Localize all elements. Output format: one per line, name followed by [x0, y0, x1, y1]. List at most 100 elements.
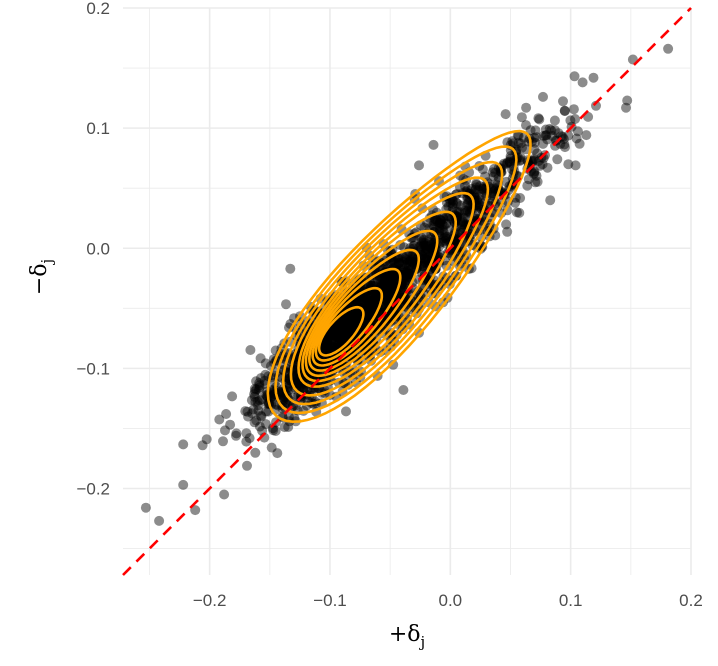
data-point — [540, 130, 551, 141]
data-point — [541, 130, 552, 141]
data-point — [347, 310, 358, 321]
data-point — [334, 334, 345, 345]
data-point — [346, 324, 357, 335]
data-point — [347, 316, 358, 326]
data-point — [339, 328, 350, 339]
data-point — [366, 306, 376, 317]
data-point — [420, 238, 430, 248]
data-point — [249, 389, 260, 400]
data-point — [466, 183, 477, 194]
data-point — [339, 323, 350, 334]
data-point — [371, 297, 382, 308]
data-point — [338, 333, 349, 344]
data-point — [419, 240, 429, 251]
data-point — [418, 258, 429, 269]
data-point — [344, 309, 355, 320]
data-point — [424, 234, 435, 245]
data-point — [369, 296, 380, 307]
data-point — [370, 297, 380, 308]
data-point — [329, 322, 340, 333]
data-point — [570, 114, 581, 124]
data-point — [399, 267, 410, 278]
data-point — [377, 307, 388, 318]
data-point — [440, 232, 451, 243]
data-point — [349, 312, 360, 323]
data-point — [357, 296, 368, 307]
data-point — [474, 194, 485, 205]
data-point — [350, 316, 361, 327]
data-point — [385, 275, 396, 286]
data-point — [290, 374, 301, 385]
data-point — [363, 295, 374, 306]
data-point — [420, 240, 431, 251]
data-point — [458, 212, 469, 223]
data-point — [381, 295, 392, 306]
data-point — [371, 288, 382, 299]
data-point — [386, 272, 397, 283]
data-point — [259, 375, 270, 386]
data-point — [385, 257, 396, 268]
data-point — [542, 162, 553, 173]
data-point — [394, 258, 405, 269]
data-point — [538, 130, 549, 141]
data-point — [363, 311, 374, 322]
data-point — [571, 133, 582, 144]
x-axis-title: +δj — [389, 622, 425, 651]
data-point — [254, 378, 265, 388]
data-point — [529, 144, 540, 155]
data-point — [389, 270, 400, 281]
data-point — [401, 265, 411, 276]
data-point — [403, 256, 414, 267]
data-point — [245, 345, 256, 355]
data-point — [367, 302, 378, 313]
data-point — [537, 159, 548, 170]
data-point — [419, 248, 430, 259]
data-point — [405, 256, 416, 267]
data-point — [255, 353, 266, 364]
data-point — [253, 405, 264, 416]
data-point — [305, 385, 316, 396]
data-point — [331, 339, 342, 350]
data-point — [663, 43, 674, 54]
data-point — [443, 201, 454, 212]
data-point — [336, 317, 346, 328]
data-point — [376, 280, 387, 290]
data-point — [381, 285, 392, 296]
data-point — [246, 395, 257, 406]
contour-line — [307, 248, 421, 372]
data-point — [374, 282, 385, 293]
data-point — [220, 425, 230, 436]
data-point — [348, 315, 359, 326]
data-point — [328, 339, 339, 350]
data-point — [342, 328, 353, 339]
data-point — [281, 397, 291, 408]
contour-line — [314, 286, 384, 362]
data-point — [538, 91, 548, 102]
data-point — [342, 323, 353, 334]
data-point — [320, 340, 331, 351]
data-point — [178, 479, 189, 490]
data-point — [370, 289, 381, 300]
data-point — [521, 102, 532, 113]
data-point — [366, 296, 377, 307]
density-contours — [266, 129, 532, 424]
data-point — [369, 301, 379, 312]
data-point — [621, 102, 631, 113]
data-point — [531, 170, 542, 181]
data-point — [363, 307, 374, 318]
data-point — [438, 233, 449, 244]
data-point — [364, 298, 375, 309]
data-point — [416, 232, 427, 243]
data-point — [341, 406, 351, 417]
data-point — [505, 151, 516, 162]
data-point — [400, 279, 411, 290]
data-point — [421, 247, 431, 258]
data-point — [473, 197, 483, 208]
data-point — [440, 235, 451, 246]
data-point — [350, 309, 361, 320]
data-point — [400, 254, 411, 265]
data-point — [341, 321, 352, 332]
data-point — [434, 218, 445, 229]
data-point — [407, 252, 418, 263]
data-point — [355, 298, 366, 309]
